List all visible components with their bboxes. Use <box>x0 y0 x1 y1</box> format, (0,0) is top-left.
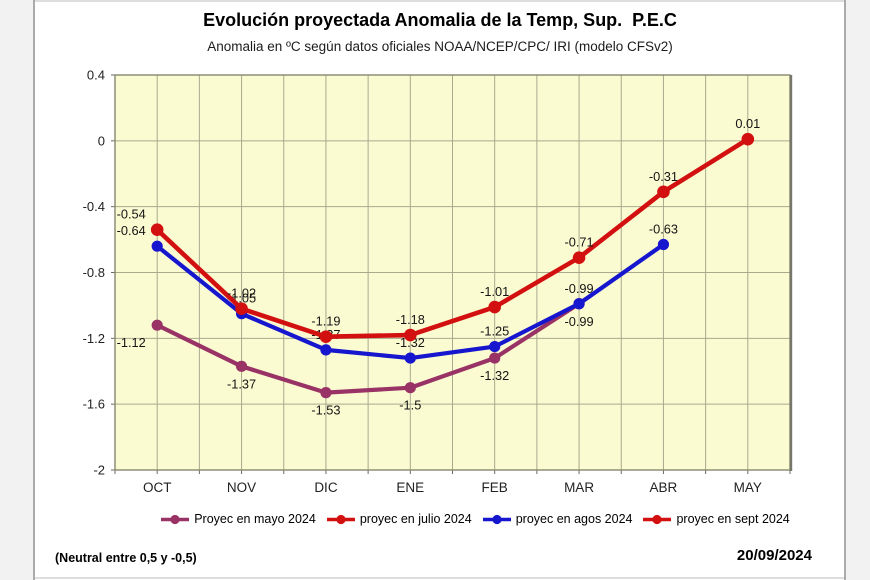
data-label: -0.99 <box>564 281 593 296</box>
legend-marker-icon <box>643 514 672 524</box>
page-right-margin <box>844 0 870 580</box>
y-tick-label: -0.4 <box>83 199 105 214</box>
y-tick-label: -1.6 <box>83 397 105 412</box>
data-point-marker <box>573 298 585 310</box>
data-point-marker <box>319 330 333 343</box>
legend-item: Proyec en mayo 2024 <box>160 512 316 526</box>
y-tick-label: -0.8 <box>83 265 105 280</box>
y-tick-label: -1.2 <box>83 331 105 346</box>
legend-item: proyec en agos 2024 <box>482 512 633 526</box>
data-point-marker <box>235 360 248 372</box>
data-point-marker <box>151 240 163 252</box>
data-point-marker <box>489 340 501 353</box>
x-axis-label: NOV <box>227 480 256 495</box>
data-label: 0.01 <box>735 116 760 131</box>
legend-label: proyec en agos 2024 <box>515 512 633 526</box>
series-line <box>154 136 751 339</box>
bottom-border-line <box>35 577 844 579</box>
anomaly-line-chart: 0.4 0 -0.4 -0.8 -1.2 -1.6 -2 OCT NOV DIC ENE FEB MAR… <box>83 68 793 495</box>
x-axis-label: ABR <box>650 480 678 495</box>
data-point-marker <box>404 328 417 342</box>
data-label: -0.54 <box>117 207 146 222</box>
data-point-marker <box>320 344 332 356</box>
legend-label: proyec en julio 2024 <box>359 512 472 526</box>
legend-item: proyec en sept 2024 <box>642 512 790 526</box>
data-point-marker <box>741 132 755 146</box>
data-label: -0.63 <box>649 222 678 237</box>
data-point-marker <box>489 352 501 364</box>
data-label: -1.32 <box>480 368 509 383</box>
data-label: -1.01 <box>480 284 509 299</box>
chart-subtitle: Anomalia en ºC según datos oficiales NOA… <box>207 39 673 54</box>
x-axis-label: ENE <box>396 480 424 495</box>
data-label: -1.53 <box>311 403 340 418</box>
data-label: -1.12 <box>117 335 146 350</box>
data-point-marker <box>657 185 670 199</box>
legend-label: proyec en sept 2024 <box>676 512 790 526</box>
data-label: -1.37 <box>227 376 256 391</box>
x-axis-label: OCT <box>143 480 172 495</box>
neutral-range-note: (Neutral entre 0,5 y -0,5) <box>55 551 197 565</box>
data-label: -1.19 <box>311 314 340 329</box>
x-axis-label: DIC <box>314 480 338 495</box>
chart-title: Evolución proyectada Anomalia de la Temp… <box>203 10 677 30</box>
legend-label: Proyec en mayo 2024 <box>194 512 316 526</box>
data-label: -0.64 <box>117 223 146 238</box>
data-point-marker <box>488 300 501 314</box>
data-label: -0.71 <box>564 235 593 250</box>
data-point-marker <box>572 251 586 264</box>
data-label: -0.31 <box>649 169 678 184</box>
legend-item: proyec en julio 2024 <box>326 512 472 526</box>
legend-marker-icon <box>482 514 511 524</box>
y-tick-label: -2 <box>93 463 105 478</box>
y-tick-label: 0.4 <box>87 68 105 83</box>
data-label: -1.5 <box>399 398 421 413</box>
data-point-marker <box>235 302 248 316</box>
x-axis-label: MAY <box>734 480 762 495</box>
data-point-marker <box>404 382 416 394</box>
data-label: -1.18 <box>396 312 425 327</box>
legend-marker-icon <box>326 514 355 524</box>
x-axis-label: MAR <box>564 480 594 495</box>
data-point-marker <box>320 387 332 399</box>
report-date: 20/09/2024 <box>736 547 812 564</box>
data-label: -1.25 <box>480 324 509 339</box>
data-point-marker <box>151 319 163 331</box>
x-axis-label: FEB <box>482 480 508 495</box>
data-point-marker <box>657 238 670 251</box>
legend-marker-icon <box>161 514 190 524</box>
series-line <box>155 301 582 395</box>
data-label: -1.02 <box>227 286 256 301</box>
top-border-line <box>35 0 844 2</box>
data-label: -0.99 <box>564 314 593 329</box>
y-tick-label: 0 <box>98 133 105 148</box>
page-left-margin <box>0 0 35 580</box>
data-label: -1.32 <box>396 335 425 350</box>
data-point-marker <box>404 352 416 364</box>
legend: Proyec en mayo 2024 proyec en julio 2024 p… <box>35 512 845 526</box>
data-point-marker <box>150 223 164 237</box>
